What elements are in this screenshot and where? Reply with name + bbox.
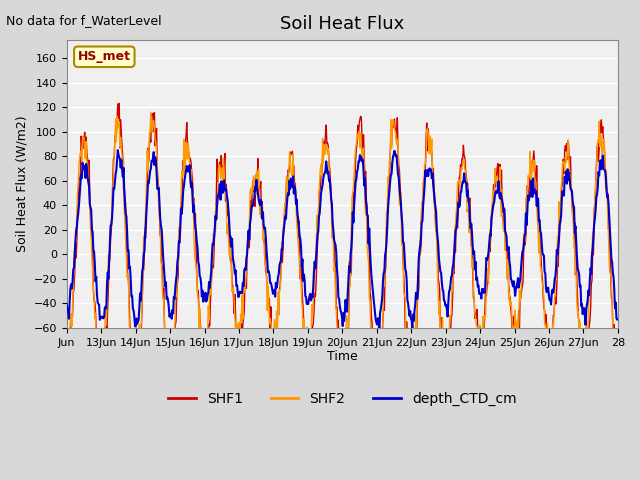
Text: HS_met: HS_met: [78, 50, 131, 63]
Text: No data for f_WaterLevel: No data for f_WaterLevel: [6, 14, 162, 27]
X-axis label: Time: Time: [327, 350, 358, 363]
Legend: SHF1, SHF2, depth_CTD_cm: SHF1, SHF2, depth_CTD_cm: [163, 386, 522, 412]
Title: Soil Heat Flux: Soil Heat Flux: [280, 15, 404, 33]
Y-axis label: Soil Heat Flux (W/m2): Soil Heat Flux (W/m2): [15, 116, 28, 252]
